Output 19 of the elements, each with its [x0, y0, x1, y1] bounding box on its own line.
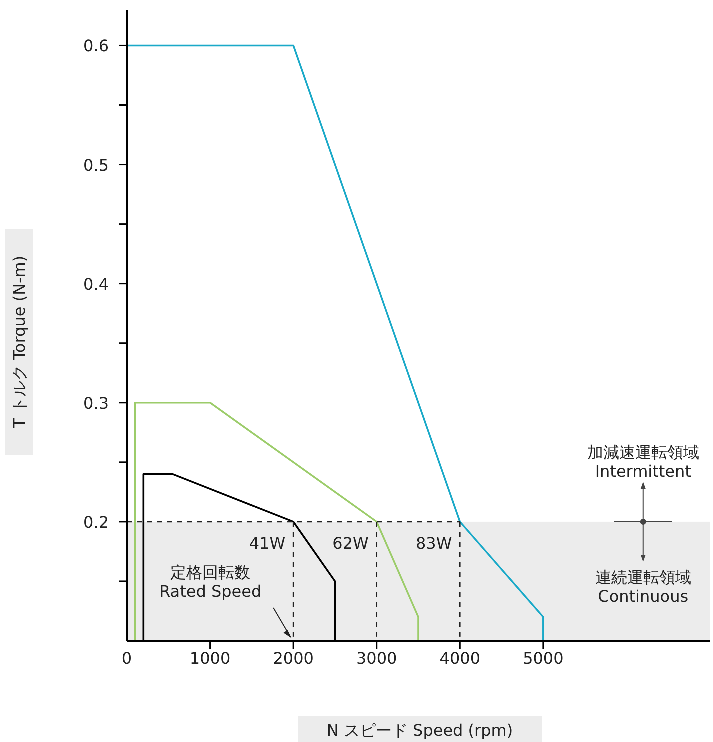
y-tick-label: 0.6 — [84, 36, 109, 56]
y-tick-label: 0.3 — [84, 394, 109, 413]
annotation: 41W — [249, 534, 286, 553]
x-tick-label: 2000 — [273, 649, 314, 668]
annotation: 83W — [416, 534, 452, 553]
annotation: 連続運転領域 Continuous — [595, 568, 692, 606]
x-tick-label: 0 — [122, 649, 132, 668]
annotation: 定格回転数 Rated Speed — [160, 563, 262, 601]
x-tick-label: 1000 — [190, 649, 231, 668]
annotation: 加減速運転領域 Intermittent — [587, 442, 700, 481]
y-tick-label: 0.4 — [84, 274, 109, 294]
x-tick-label: 5000 — [523, 649, 564, 668]
annotation: 62W — [332, 534, 370, 553]
y-tick-label: 0.2 — [84, 512, 109, 532]
x-tick-label: 4000 — [440, 649, 480, 668]
y-axis-title: T トルク Torque (N-m) — [10, 256, 29, 430]
x-axis-title: N スピード Speed (rpm) — [326, 721, 514, 740]
x-tick-label: 3000 — [356, 649, 398, 668]
y-tick-label: 0.5 — [84, 156, 109, 175]
